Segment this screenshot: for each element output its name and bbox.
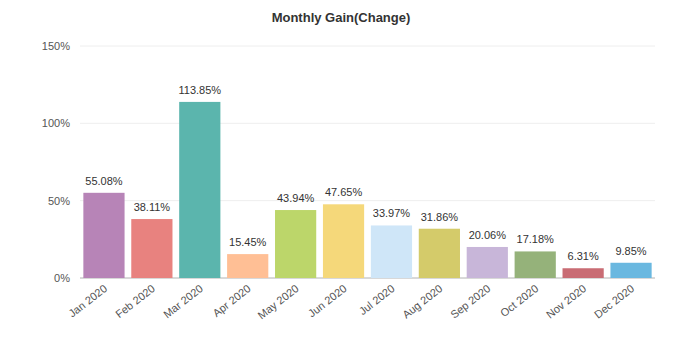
data-label: 47.65% <box>325 186 363 198</box>
grid-line <box>80 123 655 124</box>
data-label: 113.85% <box>178 84 221 96</box>
y-tick-label: 50% <box>48 195 70 207</box>
data-label: 31.86% <box>421 211 459 223</box>
bar <box>131 219 172 278</box>
data-label: 9.85% <box>615 245 646 257</box>
bar <box>563 268 604 278</box>
x-tick-label: Jan 2020 <box>66 282 109 319</box>
grid <box>80 46 655 278</box>
bar <box>419 229 460 278</box>
bar <box>323 204 364 278</box>
data-label: 55.08% <box>85 175 123 187</box>
x-tick-label: May 2020 <box>255 282 300 321</box>
chart-container: Monthly Gain(Change) 0% 50% 100% 150% 55.08% 3… <box>0 0 682 340</box>
y-tick-label: 100% <box>42 117 70 129</box>
data-label: 6.31% <box>568 250 599 262</box>
x-tick-label: Aug 2020 <box>400 282 445 320</box>
x-tick-label: Nov 2020 <box>544 282 588 320</box>
bar <box>83 193 124 278</box>
x-tick-label: Jun 2020 <box>306 282 349 319</box>
y-tick-label: 150% <box>42 40 70 52</box>
bar <box>179 102 220 278</box>
bar <box>227 254 268 278</box>
x-tick-label: Oct 2020 <box>498 282 541 319</box>
bar <box>515 251 556 278</box>
data-label: 15.45% <box>229 236 267 248</box>
bar <box>371 225 412 278</box>
bar <box>275 210 316 278</box>
data-label: 43.94% <box>277 192 315 204</box>
bar <box>610 263 651 278</box>
chart-svg: Monthly Gain(Change) 0% 50% 100% 150% 55.08% 3… <box>0 0 682 340</box>
data-label: 17.18% <box>517 233 555 245</box>
x-tick-label: Feb 2020 <box>113 282 157 320</box>
grid-line <box>80 46 655 47</box>
bar <box>467 247 508 278</box>
x-tick-label: Apr 2020 <box>210 282 253 319</box>
chart-title: Monthly Gain(Change) <box>272 10 411 25</box>
x-tick-label: Mar 2020 <box>161 282 205 320</box>
bars <box>83 102 651 278</box>
x-tick-label: Sep 2020 <box>448 282 493 320</box>
x-tick-label: Dec 2020 <box>592 282 636 320</box>
x-tick-label: Jul 2020 <box>357 282 397 317</box>
y-tick-label: 0% <box>54 272 70 284</box>
data-label: 20.06% <box>469 229 507 241</box>
data-label: 33.97% <box>373 207 411 219</box>
data-label: 38.11% <box>134 201 171 213</box>
